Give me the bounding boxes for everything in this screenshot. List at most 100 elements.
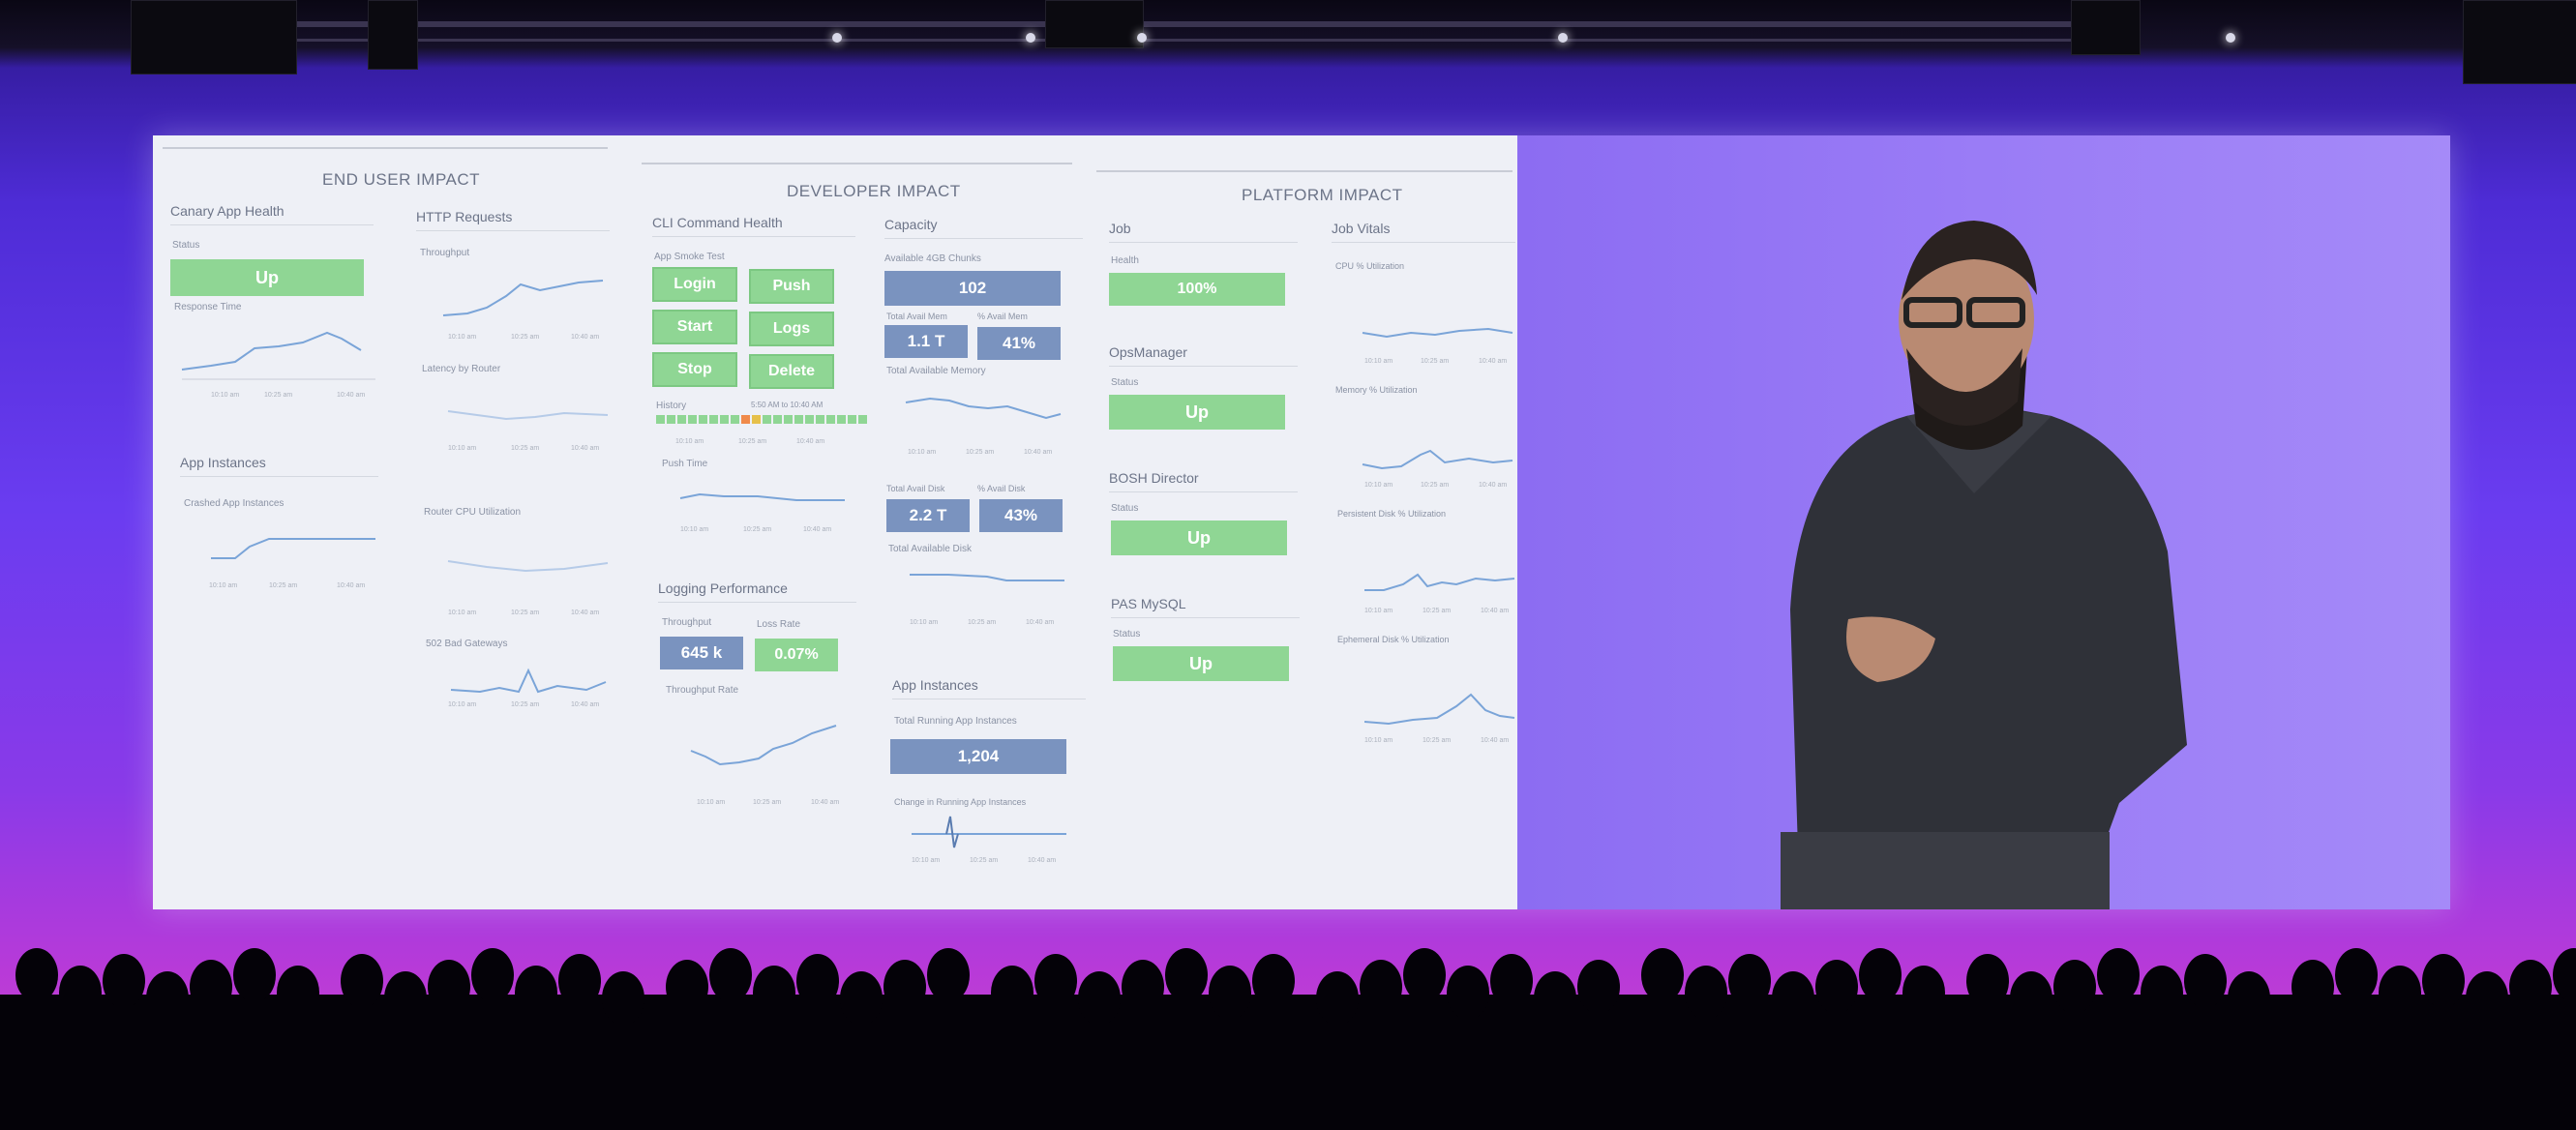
audience-head <box>2141 966 2183 1020</box>
tick-label: 10:10 am <box>1364 608 1393 614</box>
start-button[interactable]: Start <box>652 310 737 344</box>
history-cell <box>720 415 729 424</box>
audience-head <box>602 971 644 1026</box>
history-cell <box>805 415 814 424</box>
memory-utilization-chart <box>1362 449 1513 470</box>
job-title: Job <box>1109 221 1131 236</box>
push-button[interactable]: Push <box>749 269 834 304</box>
audience-head <box>1403 948 1446 1002</box>
tick-label: 10:10 am <box>448 701 477 708</box>
audience-head <box>2509 960 2552 1014</box>
audience-head <box>2291 960 2334 1014</box>
push-time-label: Push Time <box>662 459 708 469</box>
router-cpu-chart <box>447 560 609 573</box>
tick-label: 10:40 am <box>1481 737 1510 744</box>
panel-divider <box>1332 242 1515 243</box>
push-time-chart <box>679 492 845 501</box>
history-cell <box>709 415 718 424</box>
tick-label: 10:10 am <box>675 438 704 445</box>
section-title-platform: PLATFORM IMPACT <box>1242 186 1403 204</box>
history-cell <box>688 415 697 424</box>
crashed-instances-label: Crashed App Instances <box>184 498 285 509</box>
tick-label: 10:10 am <box>209 582 238 589</box>
opsmanager-status-label: Status <box>1111 377 1139 388</box>
latency-label: Latency by Router <box>422 364 501 374</box>
job-health-label: Health <box>1111 255 1139 266</box>
tick-label: 10:40 am <box>796 438 825 445</box>
audience-head <box>1534 971 1576 1026</box>
stage-light <box>2226 33 2235 43</box>
throughput-rate-label: Throughput Rate <box>666 685 739 696</box>
audience-head <box>1902 966 1945 1020</box>
cpu-utilization-chart <box>1362 327 1513 339</box>
audience-head <box>991 966 1033 1020</box>
bosh-status-label: Status <box>1111 503 1139 514</box>
history-cell <box>784 415 793 424</box>
logs-button[interactable]: Logs <box>749 312 834 346</box>
tick-label: 10:10 am <box>697 799 726 806</box>
tick-label: 10:40 am <box>571 701 600 708</box>
delete-button[interactable]: Delete <box>749 354 834 389</box>
stage-light <box>832 33 842 43</box>
tick-label: 10:10 am <box>680 526 709 533</box>
tick-label: 10:40 am <box>803 526 832 533</box>
cpu-utilization-label: CPU % Utilization <box>1335 261 1405 271</box>
audience-head <box>2379 966 2421 1020</box>
crashed-instances-chart <box>211 538 375 559</box>
tick-label: 10:40 am <box>1028 857 1057 864</box>
audience-head <box>753 966 795 1020</box>
audience-silhouettes <box>0 948 2576 1130</box>
mem-value: 1.1 T <box>884 325 968 358</box>
tick-label: 10:25 am <box>1421 358 1450 365</box>
stage-light <box>1026 33 1035 43</box>
response-time-chart <box>181 331 375 380</box>
tick-label: 10:10 am <box>1364 482 1393 489</box>
disk-chart-label: Total Available Disk <box>888 544 972 554</box>
loss-rate-label: Loss Rate <box>757 619 801 630</box>
audience-head <box>558 954 601 1008</box>
audience-head <box>341 954 383 1008</box>
login-button[interactable]: Login <box>652 267 737 302</box>
throughput-rate-chart <box>690 725 837 766</box>
bosh-status-value: Up <box>1111 520 1287 555</box>
persistent-disk-chart <box>1364 573 1515 591</box>
latency-chart <box>447 410 609 421</box>
canary-app-health-title: Canary App Health <box>170 203 285 219</box>
bad-gateways-chart <box>450 668 607 694</box>
change-running-label: Change in Running App Instances <box>894 797 1027 807</box>
available-memory-chart <box>905 397 1062 420</box>
speaker-right <box>2463 0 2576 84</box>
http-throughput-chart <box>442 280 604 316</box>
tick-label: 10:25 am <box>743 526 772 533</box>
logging-throughput-value: 645 k <box>660 637 743 669</box>
audience-head <box>1966 954 2009 1008</box>
history-cell <box>858 415 867 424</box>
history-cell <box>794 415 803 424</box>
mem-pct-value: 41% <box>977 327 1061 360</box>
mem-chart-label: Total Available Memory <box>886 366 986 376</box>
audience-head <box>666 960 708 1014</box>
bad-gateways-label: 502 Bad Gateways <box>426 639 508 649</box>
section-divider <box>1096 170 1513 172</box>
audience-head <box>59 966 102 1020</box>
job-vitals-title: Job Vitals <box>1332 221 1391 236</box>
tick-label: 10:10 am <box>1364 737 1393 744</box>
audience-head <box>2422 954 2465 1008</box>
tick-label: 10:25 am <box>753 799 782 806</box>
router-cpu-label: Router CPU Utilization <box>424 507 522 518</box>
mysql-status-value: Up <box>1113 646 1289 681</box>
audience-head <box>428 960 470 1014</box>
tick-label: 10:40 am <box>571 445 600 452</box>
disk-pct-value: 43% <box>979 499 1063 532</box>
audience-head <box>927 948 970 1002</box>
tick-label: 10:40 am <box>337 392 366 399</box>
total-running-label: Total Running App Instances <box>894 716 1017 727</box>
stop-button[interactable]: Stop <box>652 352 737 387</box>
panel-divider <box>180 476 378 477</box>
tick-label: 10:25 am <box>1423 737 1452 744</box>
history-time-range: 5:50 AM to 10:40 AM <box>751 401 824 409</box>
section-divider <box>642 163 1072 164</box>
chunks-label: Available 4GB Chunks <box>884 253 981 264</box>
tick-label: 10:40 am <box>1026 619 1055 626</box>
